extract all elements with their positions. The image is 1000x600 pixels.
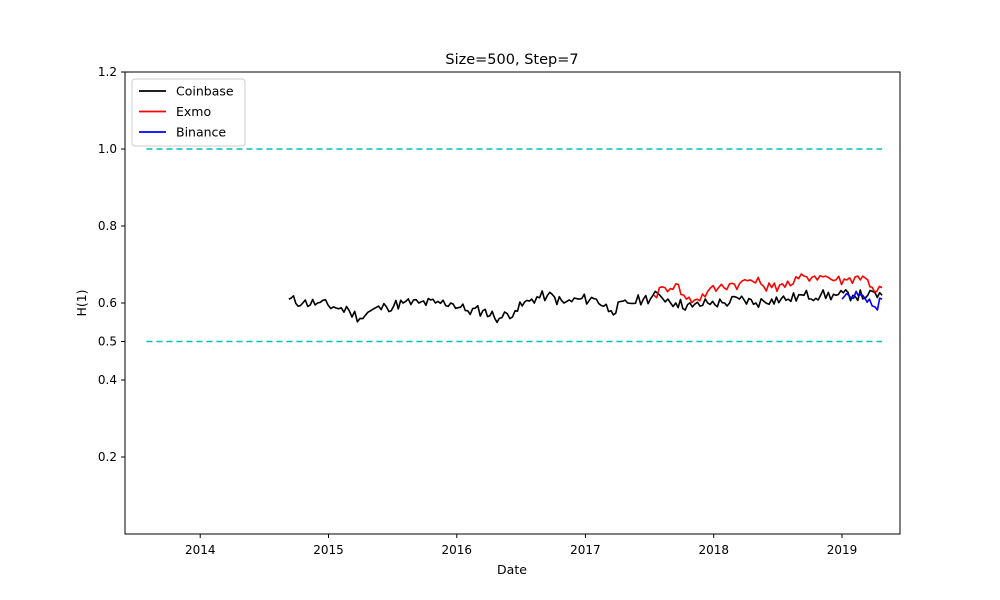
y-tick-label: 0.5 [98, 335, 117, 349]
reference-lines [146, 148, 883, 343]
y-tick-label: 0.4 [98, 373, 117, 387]
y-tick-label: 0.2 [98, 450, 117, 464]
x-tick-label: 2016 [442, 543, 473, 557]
x-axis-label: Date [497, 562, 527, 577]
legend-label-binance: Binance [176, 125, 226, 140]
series-line-coinbase [288, 288, 883, 324]
y-axis-label: H(1) [74, 289, 89, 316]
series-line-binance [841, 290, 883, 311]
x-tick-label: 2015 [313, 543, 344, 557]
y-tick-label: 1.2 [98, 65, 117, 79]
x-tick-label: 2014 [185, 543, 216, 557]
y-tick-label: 1.0 [98, 142, 117, 156]
x-tick-label: 2019 [827, 543, 858, 557]
x-tick-label: 2018 [698, 543, 729, 557]
x-axis-ticks: 2014 2015 2016 2017 2018 2019 [185, 534, 857, 557]
y-tick-label: 0.8 [98, 219, 117, 233]
legend-label-coinbase: Coinbase [176, 84, 234, 99]
x-tick-label: 2017 [570, 543, 601, 557]
chart-title: Size=500, Step=7 [445, 52, 578, 68]
legend-box [131, 78, 246, 147]
legend-label-exmo: Exmo [176, 104, 211, 119]
y-tick-label: 0.6 [98, 296, 117, 310]
y-axis-ticks: 0.2 0.4 0.5 0.6 0.8 1.0 1.2 [98, 65, 125, 464]
legend: Coinbase Exmo Binance [131, 78, 246, 147]
series-lines [288, 273, 883, 324]
series-line-exmo [653, 273, 883, 304]
